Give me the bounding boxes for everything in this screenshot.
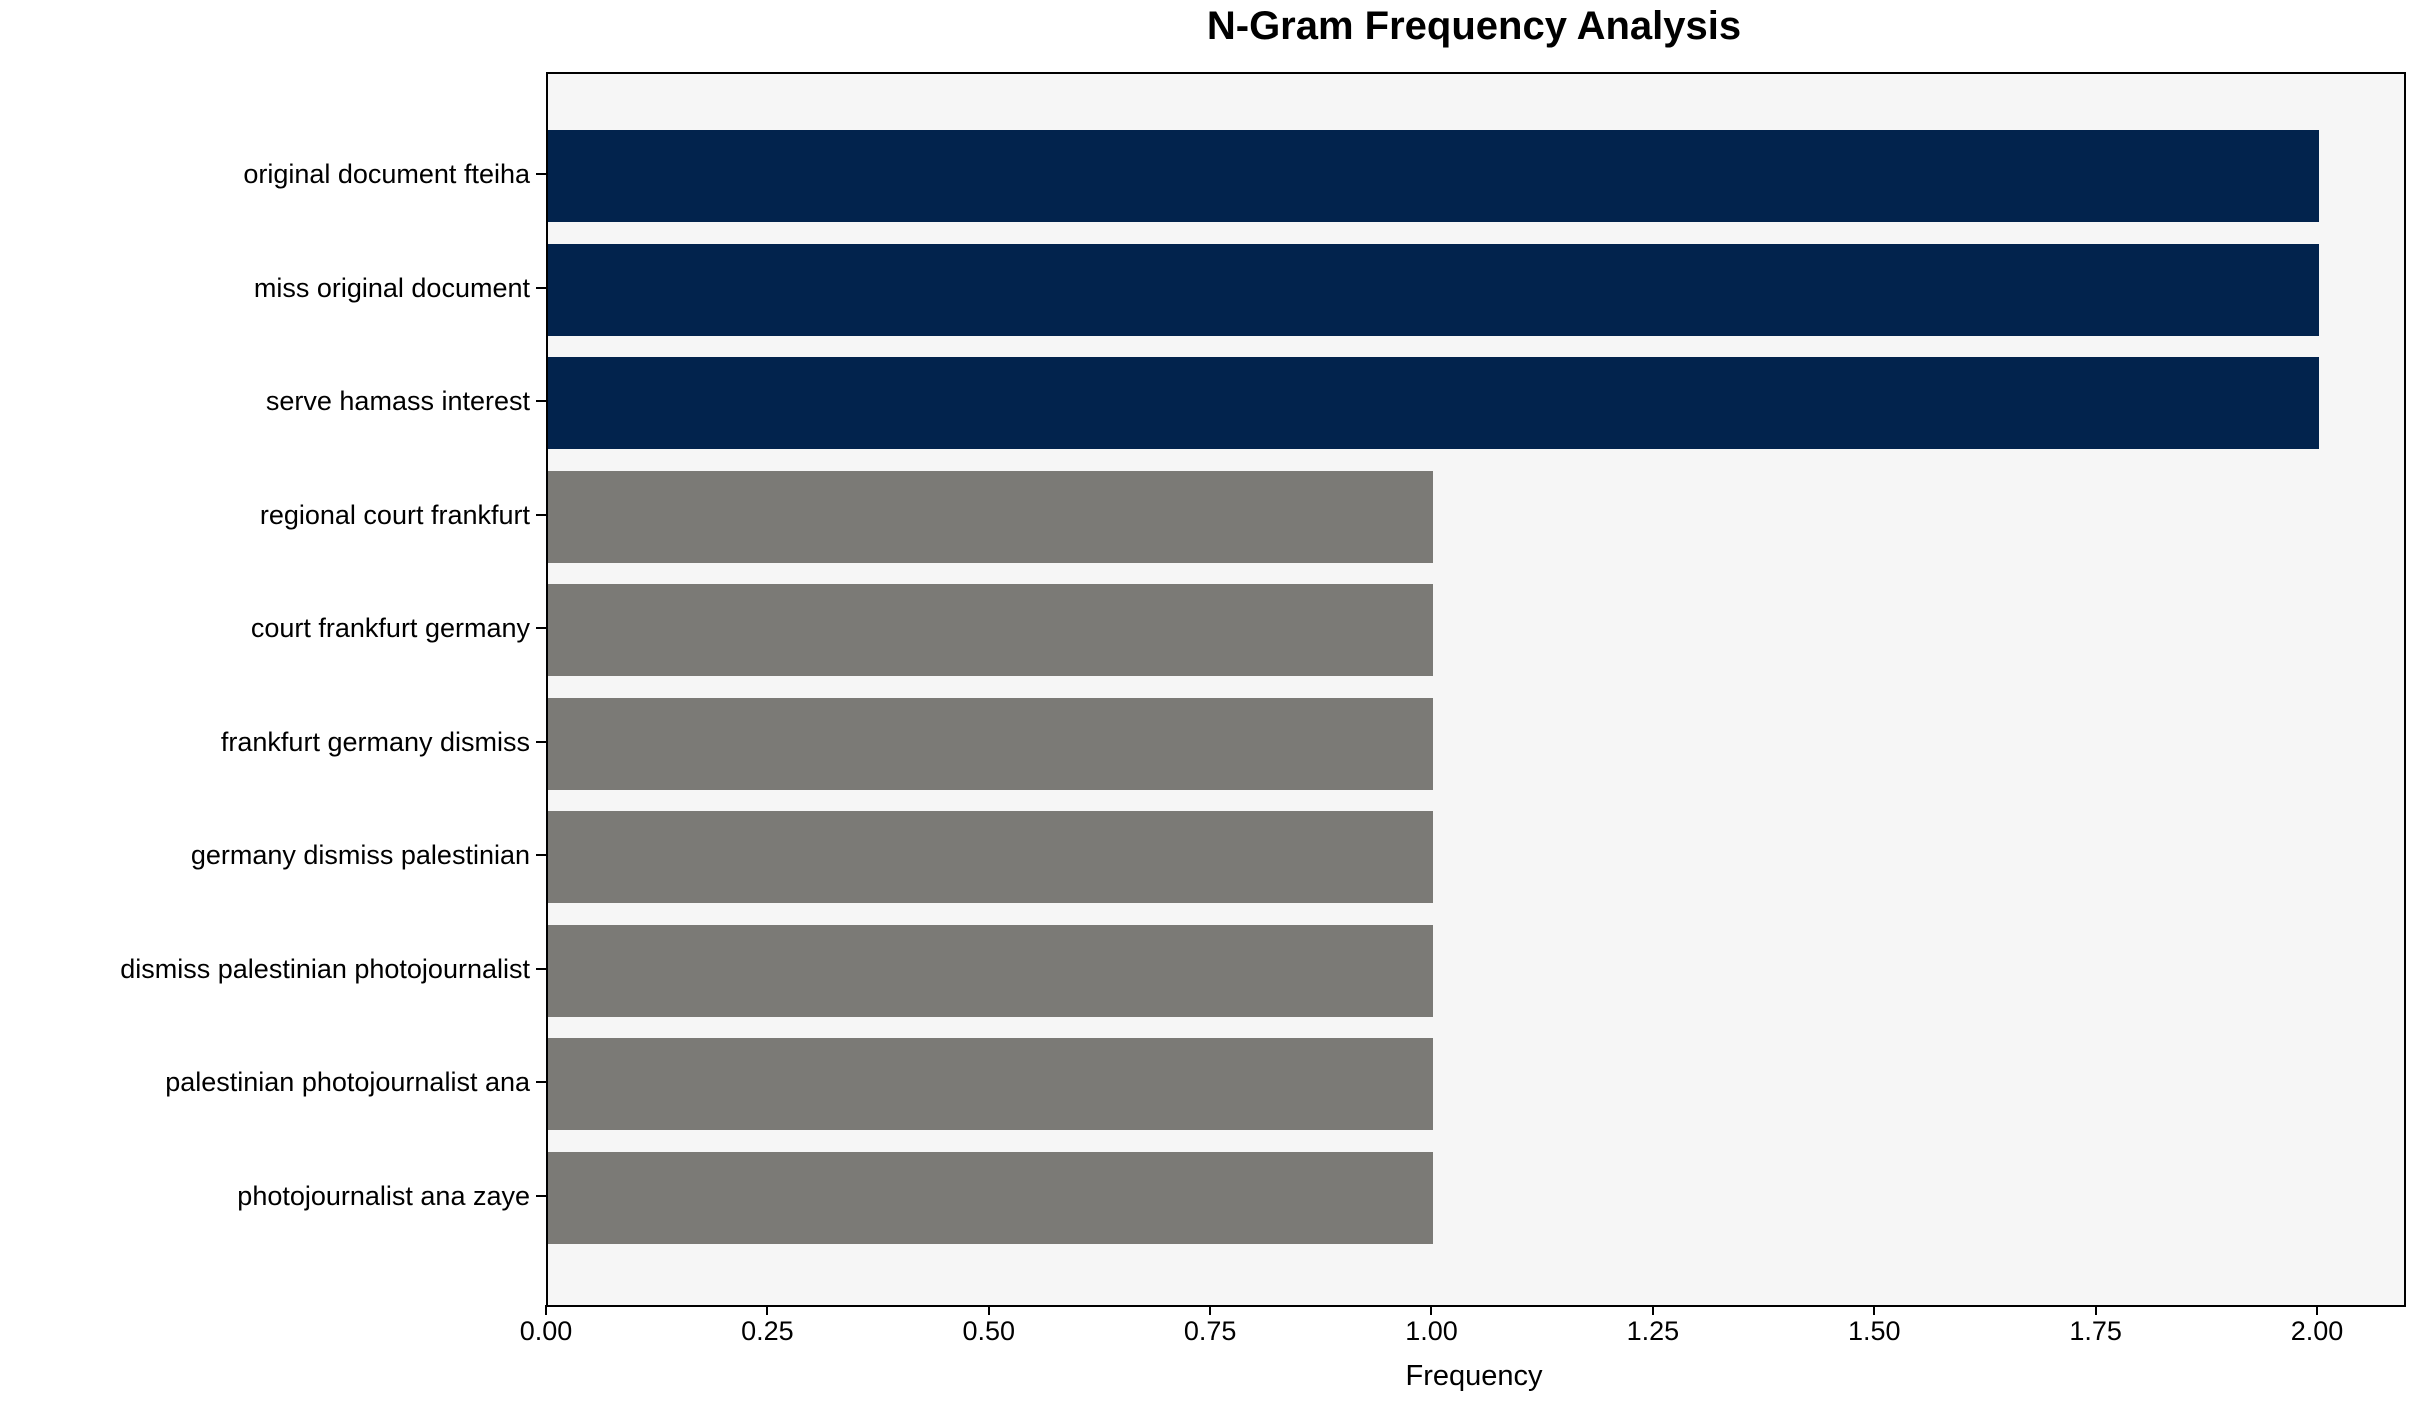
chart-title: N-Gram Frequency Analysis xyxy=(1206,4,1742,48)
y-tick-label: miss original document xyxy=(253,272,530,303)
y-tick-label: germany dismiss palestinian xyxy=(190,840,530,870)
y-tick-mark xyxy=(536,1081,546,1083)
x-tick-label: 1.50 xyxy=(1847,1316,1901,1346)
y-tick-label: frankfurt germany dismiss xyxy=(220,726,530,757)
y-tick-mark xyxy=(536,627,546,629)
x-tick-mark xyxy=(2094,1305,2097,1315)
y-tick-mark xyxy=(536,854,546,856)
y-tick-label: photojournalist ana zaye xyxy=(237,1180,530,1211)
x-tick-mark xyxy=(2315,1305,2318,1315)
y-tick-mark xyxy=(536,967,546,970)
y-tick-mark xyxy=(536,740,546,743)
y-tick-label: original document fteiha xyxy=(243,159,530,189)
bar-court-frankfurt-germany xyxy=(548,584,1434,676)
y-tick-mark xyxy=(536,400,546,402)
y-tick-mark xyxy=(536,173,546,175)
x-tick-mark xyxy=(1873,1305,1876,1315)
x-tick-mark xyxy=(1430,1305,1433,1315)
bar-frankfurt-germany-dismiss xyxy=(548,697,1434,790)
bar-germany-dismiss-palestinian xyxy=(548,811,1434,903)
y-tick-mark xyxy=(536,286,546,289)
bar-miss-original-document xyxy=(548,243,2319,336)
x-tick-label: 0.75 xyxy=(1183,1316,1237,1346)
y-tick-label: court frankfurt germany xyxy=(250,613,530,643)
x-tick-mark xyxy=(1651,1305,1654,1315)
bar-regional-court-frankfurt xyxy=(548,470,1434,563)
x-tick-mark xyxy=(766,1305,769,1315)
x-tick-label: 2.00 xyxy=(2290,1316,2344,1346)
y-tick-label: regional court frankfurt xyxy=(259,499,530,530)
x-tick-mark xyxy=(1209,1305,1212,1315)
x-tick-label: 1.25 xyxy=(1626,1316,1680,1346)
x-tick-label: 1.00 xyxy=(1405,1316,1458,1346)
y-tick-mark xyxy=(536,1194,546,1197)
bar-photojournalist-ana-zaye xyxy=(548,1151,1434,1244)
plot-area xyxy=(546,72,2406,1307)
y-tick-label: dismiss palestinian photojournalist xyxy=(120,953,530,984)
x-tick-label: 0.50 xyxy=(962,1316,1016,1346)
bar-serve-hamass-interest xyxy=(548,357,2319,449)
x-tick-label: 0.00 xyxy=(519,1316,573,1346)
bar-palestinian-photojournalist-ana xyxy=(548,1038,1434,1130)
x-tick-mark xyxy=(987,1305,990,1315)
x-tick-label: 1.75 xyxy=(2069,1316,2122,1346)
y-tick-label: palestinian photojournalist ana xyxy=(165,1067,530,1097)
bar-original-document-fteiha xyxy=(548,130,2319,222)
x-tick-mark xyxy=(545,1305,547,1315)
x-tick-label: 0.25 xyxy=(741,1316,794,1346)
y-tick-label: serve hamass interest xyxy=(265,386,530,416)
y-tick-mark xyxy=(536,513,546,516)
x-axis-label: Frequency xyxy=(1405,1360,1543,1392)
bar-dismiss-palestinian-photojournalist xyxy=(548,924,1434,1017)
